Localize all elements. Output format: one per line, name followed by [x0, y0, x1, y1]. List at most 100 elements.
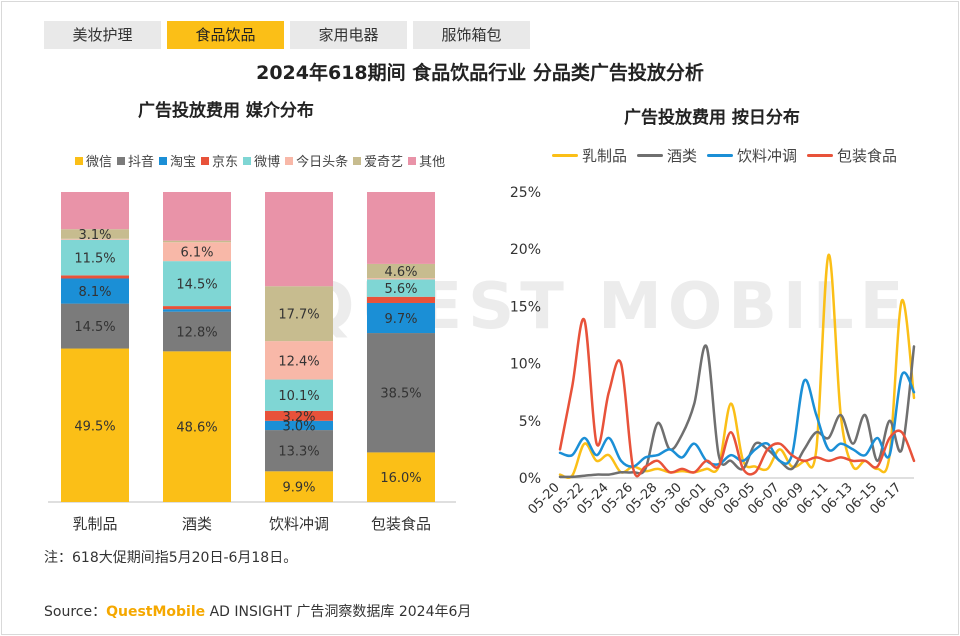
- bar-segment-0-5: [61, 238, 129, 240]
- bar-data-label: 9.7%: [384, 312, 417, 327]
- source-prefix: Source：: [44, 604, 107, 620]
- bar-segment-1-0: [163, 351, 231, 502]
- legend-label: 抖音: [128, 155, 155, 170]
- bar-data-label: 3.1%: [78, 228, 111, 243]
- bar-segment-2-1: [265, 430, 333, 472]
- bar-data-label: 11.5%: [74, 252, 115, 267]
- tab-apparel-bags[interactable]: 服饰箱包: [413, 21, 530, 49]
- bar-segment-2-3: [265, 410, 333, 421]
- left-chart-legend: 微信 抖音 淘宝 京东 微博 今日头条 爱奇艺 其他: [75, 151, 450, 170]
- bar-segment-2-4: [265, 379, 333, 411]
- bar-segment-3-7: [367, 192, 435, 264]
- bar-data-label: 5.6%: [384, 282, 417, 297]
- bar-segment-1-7: [163, 192, 231, 241]
- series-line-1: [558, 344, 916, 479]
- legend-label: 微信: [86, 155, 113, 170]
- bar-data-label: 12.8%: [176, 326, 217, 341]
- bar-segment-0-1: [61, 303, 129, 349]
- legend-label: 其他: [419, 155, 446, 170]
- bar-segment-3-5: [367, 278, 435, 280]
- tab-beauty[interactable]: 美妆护理: [44, 21, 161, 49]
- legend-label: 爱奇艺: [364, 155, 404, 170]
- source-brand: QuestMobile: [106, 604, 206, 620]
- page-title: 2024年618期间 食品饮品行业 分品类广告投放分析: [256, 62, 704, 84]
- bar-data-label: 48.6%: [176, 421, 217, 436]
- bar-segment-0-3: [61, 275, 129, 279]
- legend-swatch: [353, 156, 362, 165]
- bar-segment-3-3: [367, 296, 435, 303]
- legend-entry-1: 抖音: [117, 151, 154, 170]
- bar-segment-2-5: [265, 341, 333, 380]
- y-tick-label: 20%: [510, 242, 541, 258]
- bar-data-label: 9.9%: [282, 481, 315, 496]
- bar-segment-0-4: [61, 239, 129, 276]
- category-label: 酒类: [182, 515, 212, 533]
- right-chart-legend: 乳制品 酒类 饮料冲调 包装食品: [552, 145, 907, 166]
- legend-swatch: [285, 156, 294, 165]
- line-legend-entry-2: 饮料冲调: [707, 145, 797, 166]
- bar-data-label: 12.4%: [278, 354, 319, 369]
- bar-data-label: 6.1%: [180, 246, 213, 261]
- legend-line-swatch: [707, 154, 734, 157]
- y-tick-label: 15%: [510, 299, 541, 315]
- y-tick-label: 25%: [510, 185, 541, 201]
- source-rest: AD INSIGHT 广告洞察数据库 2024年6月: [205, 604, 472, 620]
- legend-label: 乳制品: [582, 147, 628, 165]
- legend-swatch: [408, 156, 417, 165]
- bar-data-label: 14.5%: [176, 278, 217, 293]
- bar-data-label: 38.5%: [380, 387, 421, 402]
- series-line-3: [558, 317, 916, 478]
- bar-segment-1-4: [163, 261, 231, 307]
- daily-line-chart: 0%5%10%15%20%25%05-2005-2205-2405-2605-2…: [510, 185, 916, 518]
- legend-entry-4: 微博: [243, 151, 280, 170]
- bar-segment-3-0: [367, 452, 435, 502]
- legend-entry-2: 淘宝: [159, 151, 196, 170]
- source-line: Source：QuestMobile AD INSIGHT 广告洞察数据库 20…: [44, 601, 471, 621]
- left-chart-title: 广告投放费用 媒介分布: [138, 101, 314, 121]
- bar-data-label: 3.0%: [282, 419, 315, 434]
- bar-segment-2-2: [265, 420, 333, 431]
- legend-label: 微博: [254, 155, 281, 170]
- stacked-bar-chart: 49.5% 14.5% 8.1% 11.5% 3.1% 乳制品 48.6% 12.8% 14.5…: [48, 192, 456, 533]
- bar-data-label: 17.7%: [278, 308, 319, 323]
- bar-segment-1-2: [163, 309, 231, 312]
- bar-data-label: 49.5%: [74, 419, 115, 434]
- legend-entry-5: 今日头条: [285, 151, 348, 170]
- legend-line-swatch: [637, 154, 664, 157]
- legend-swatch: [75, 156, 83, 165]
- bar-segment-3-6: [367, 263, 435, 279]
- y-tick-label: 5%: [519, 414, 541, 430]
- line-legend-entry-0: 乳制品: [552, 145, 627, 166]
- bar-segment-2-7: [265, 192, 333, 287]
- legend-swatch: [201, 156, 210, 165]
- category-label: 乳制品: [72, 515, 117, 533]
- line-legend-entry-1: 酒类: [637, 145, 697, 166]
- bar-data-label: 3.2%: [282, 410, 315, 425]
- bar-segment-2-6: [265, 286, 333, 342]
- legend-line-swatch: [552, 154, 578, 157]
- tab-food-beverage[interactable]: 食品饮品: [167, 21, 284, 49]
- bar-segment-0-6: [61, 229, 129, 239]
- tab-home-appliance[interactable]: 家用电器: [290, 21, 407, 49]
- legend-line-swatch: [807, 154, 834, 157]
- bar-data-label: 16.0%: [380, 471, 421, 486]
- legend-entry-3: 京东: [201, 151, 238, 170]
- legend-entry-7: 其他: [408, 151, 445, 170]
- legend-label: 京东: [212, 155, 239, 170]
- legend-label: 包装食品: [837, 147, 898, 165]
- bar-segment-3-1: [367, 333, 435, 453]
- legend-entry-0: 微信: [75, 151, 112, 170]
- bar-segment-0-7: [61, 192, 129, 230]
- legend-label: 淘宝: [170, 155, 197, 170]
- bar-segment-3-4: [367, 279, 435, 297]
- legend-entry-6: 爱奇艺: [353, 151, 403, 170]
- bar-data-label: 8.1%: [78, 285, 111, 300]
- legend-label: 今日头条: [296, 155, 349, 170]
- bar-data-label: 14.5%: [74, 320, 115, 335]
- bar-segment-0-0: [61, 348, 129, 502]
- bar-data-label: 13.3%: [278, 445, 319, 460]
- category-label: 包装食品: [371, 515, 431, 533]
- bar-segment-0-2: [61, 278, 129, 304]
- footnote: 注：618大促期间指5月20日-6月18日。: [44, 550, 298, 566]
